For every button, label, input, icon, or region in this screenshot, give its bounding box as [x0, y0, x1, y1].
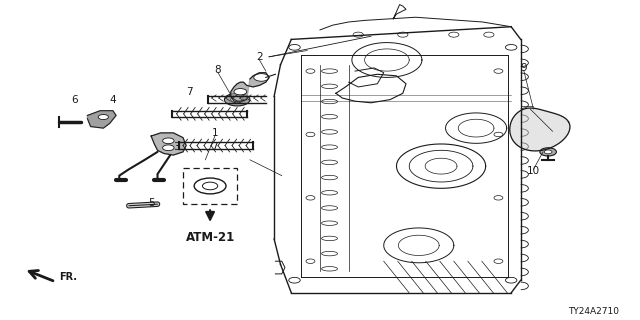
Text: 5: 5	[148, 197, 154, 208]
Circle shape	[163, 138, 174, 144]
Circle shape	[253, 74, 269, 81]
Text: 10: 10	[527, 166, 540, 176]
Circle shape	[540, 148, 556, 156]
Polygon shape	[231, 73, 269, 101]
Polygon shape	[509, 108, 570, 151]
Bar	[183, 168, 237, 204]
Circle shape	[163, 145, 174, 151]
Circle shape	[99, 115, 108, 120]
Text: 8: 8	[215, 65, 221, 75]
Text: 7: 7	[186, 87, 193, 97]
Text: ATM-21: ATM-21	[186, 231, 235, 244]
Text: 2: 2	[256, 52, 263, 62]
Polygon shape	[88, 111, 116, 128]
Text: TY24A2710: TY24A2710	[568, 307, 620, 316]
Text: FR.: FR.	[59, 272, 77, 282]
Text: 6: 6	[71, 95, 78, 105]
Text: 7: 7	[212, 142, 218, 152]
Polygon shape	[151, 133, 186, 155]
Circle shape	[544, 150, 552, 154]
Circle shape	[225, 93, 250, 106]
Circle shape	[234, 89, 246, 95]
Text: 3: 3	[173, 142, 180, 152]
Text: 9: 9	[520, 63, 527, 73]
Text: 4: 4	[109, 95, 116, 105]
Text: 1: 1	[212, 128, 218, 138]
Circle shape	[231, 96, 244, 103]
